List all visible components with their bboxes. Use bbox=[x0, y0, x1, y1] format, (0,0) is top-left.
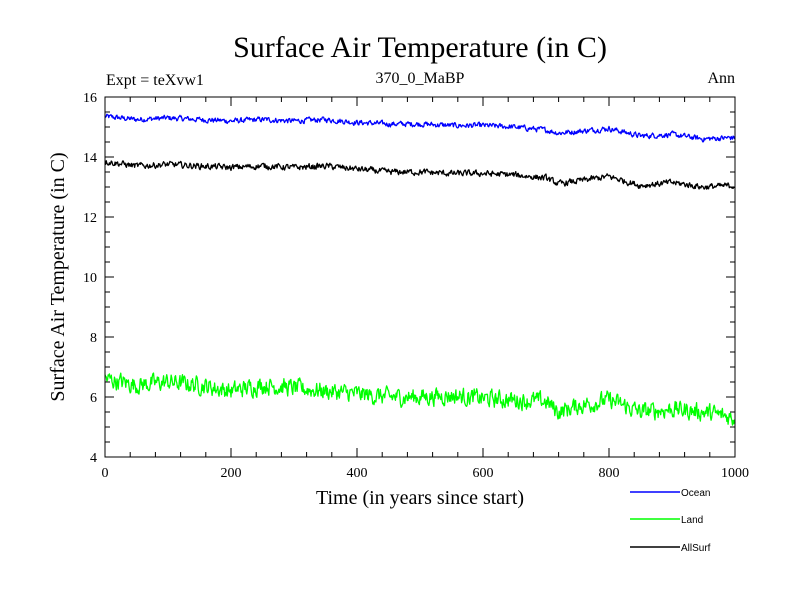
chart-title: Surface Air Temperature (in C) bbox=[233, 31, 607, 64]
legend-label-land: Land bbox=[681, 515, 703, 526]
x-tick-label: 1000 bbox=[721, 466, 749, 481]
legend-label-ocean: Ocean bbox=[681, 488, 710, 499]
experiment-label: Expt = teXvw1 bbox=[106, 72, 204, 89]
series-layer bbox=[104, 113, 736, 426]
series-line-land bbox=[104, 372, 736, 426]
x-tick-label: 800 bbox=[599, 466, 620, 481]
y-tick-label: 8 bbox=[90, 331, 97, 346]
y-tick-label: 4 bbox=[90, 451, 97, 466]
y-tick-label: 14 bbox=[83, 151, 97, 166]
x-tick-label: 400 bbox=[347, 466, 368, 481]
plot-frame bbox=[104, 96, 736, 458]
legend: Ocean Land AllSurf bbox=[630, 488, 711, 554]
y-tick-label: 10 bbox=[83, 271, 97, 286]
axis-layer: 0 200 400 600 800 1000 4 6 8 10 12 14 16 bbox=[83, 91, 749, 481]
series-line-ocean bbox=[104, 113, 736, 143]
y-tick-label: 12 bbox=[83, 211, 97, 226]
x-tick-label: 600 bbox=[473, 466, 494, 481]
y-tick-label: 16 bbox=[83, 91, 97, 106]
series-line-allsurf bbox=[104, 160, 736, 190]
x-tick-label: 200 bbox=[221, 466, 242, 481]
y-tick-label: 6 bbox=[90, 391, 97, 406]
x-axis-label: Time (in years since start) bbox=[316, 487, 524, 509]
season-label: Ann bbox=[707, 70, 735, 87]
period-label: 370_0_MaBP bbox=[376, 70, 465, 87]
legend-label-allsurf: AllSurf bbox=[681, 543, 711, 554]
y-axis-label: Surface Air Temperature (in C) bbox=[47, 152, 69, 401]
x-tick-label: 0 bbox=[102, 466, 109, 481]
